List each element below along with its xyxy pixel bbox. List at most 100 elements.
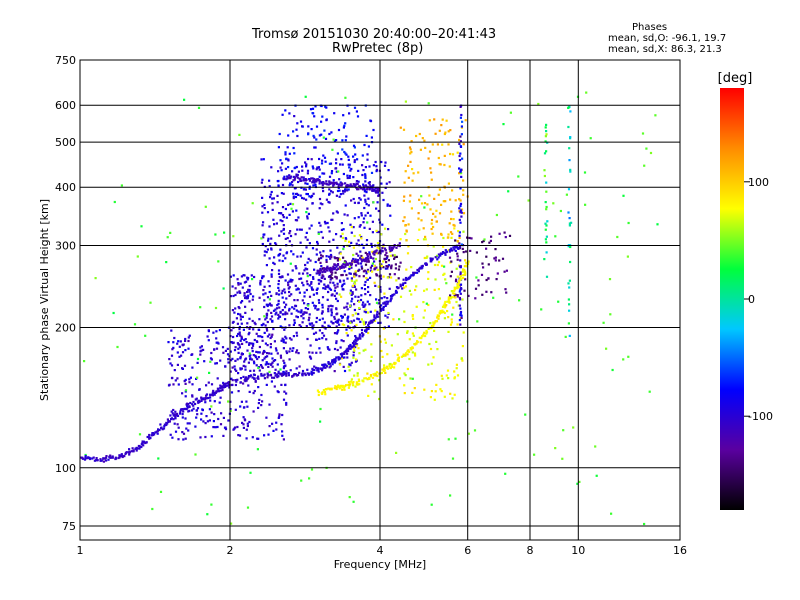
trace-point [355,186,358,189]
data-point [350,300,353,303]
trace-point [444,249,447,252]
data-point [177,438,180,441]
data-point [288,307,291,310]
data-point [431,143,434,146]
trace-point [362,333,365,336]
data-point [459,199,462,202]
data-point [348,166,351,169]
data-point [393,256,397,259]
data-point [313,146,316,149]
trace-point [310,371,313,374]
data-point [443,317,446,320]
trace-point [135,449,138,452]
data-point [285,350,288,353]
data-point [361,243,364,246]
trace-point [382,307,385,310]
trace-point [406,353,409,356]
data-point [373,260,376,263]
trace-point [244,378,248,381]
data-point [423,309,426,312]
data-point [341,148,344,151]
data-point [308,477,311,480]
colorbar-unit: [deg] [718,71,753,86]
data-point [285,297,288,300]
data-point [280,292,283,295]
data-point [230,341,233,344]
data-point [262,158,265,161]
data-point [365,203,368,206]
data-point [405,268,408,271]
trace-point [209,393,212,396]
data-point [237,312,240,316]
data-point [277,283,280,286]
data-point [353,234,356,238]
data-point [333,112,336,115]
data-point [292,130,295,133]
data-point [202,420,205,423]
data-point [288,152,291,155]
trace-point [367,323,370,327]
data-point [442,200,445,203]
trace-point [175,412,179,415]
data-point [277,269,281,272]
data-point [296,228,299,231]
data-point [252,328,255,331]
trace-point [167,420,170,423]
data-point [266,352,269,355]
trace-point [311,373,314,376]
data-point [248,390,251,393]
trace-point [380,371,383,374]
trace-point [448,250,451,253]
trace-point [404,354,407,357]
data-point [377,252,380,255]
data-point [611,368,614,372]
data-point [264,318,267,321]
data-point [329,257,332,260]
data-point [234,287,237,290]
data-point [384,341,387,344]
data-point [544,135,547,138]
trace-point [345,350,348,353]
data-point [325,119,328,122]
data-point [231,357,234,360]
data-point [336,299,339,303]
trace-point [375,189,378,192]
data-point [266,329,269,332]
data-point [359,262,363,265]
data-point [329,270,333,273]
data-point [568,279,571,282]
data-point [321,310,324,313]
data-point [464,250,468,253]
data-point [206,335,209,338]
data-point [216,377,219,380]
data-point [333,332,337,335]
data-point [244,368,247,371]
trace-point [408,276,411,279]
data-point [263,285,266,288]
data-point [228,386,231,389]
data-point [340,285,344,288]
data-point [371,270,374,273]
data-point [248,342,251,345]
data-point [324,137,328,140]
data-point [249,471,252,474]
data-point [266,248,269,251]
data-point [374,190,377,193]
data-point [258,345,261,349]
trace-point [390,246,393,249]
trace-point [443,302,446,305]
data-point [451,457,455,460]
data-point [291,269,294,272]
data-point [440,374,443,377]
data-point [308,351,311,354]
trace-point [390,363,393,366]
data-point [300,309,303,312]
data-point [338,189,341,192]
data-point [265,313,268,316]
data-point [363,190,366,193]
trace-point [239,377,243,380]
trace-point [212,389,215,392]
data-point [405,239,408,242]
data-point [447,143,450,146]
data-point [318,347,321,350]
